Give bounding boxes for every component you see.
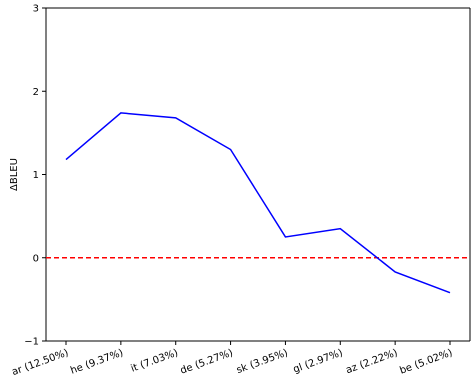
plot-area: −1 0 1 2 3 ar (12.50%) he (9.37%) it (7.03%) de … xyxy=(10,4,471,378)
x-tick-label: az (2.22%) xyxy=(345,347,400,376)
x-tick-label: be (5.02%) xyxy=(398,347,454,376)
x-tick-label: gl (2.97%) xyxy=(292,347,345,375)
y-axis-label: ΔBLEU xyxy=(9,158,20,191)
y-tick-label: 0 xyxy=(33,253,39,264)
x-tick-label: de (5.27%) xyxy=(179,347,235,376)
y-tick-label: 1 xyxy=(33,170,39,181)
x-tick-label: he (9.37%) xyxy=(69,347,125,376)
series-line xyxy=(65,112,451,294)
x-tick-label: ar (12.50%) xyxy=(10,347,70,378)
y-tick-label: −1 xyxy=(24,337,39,348)
y-tick-label: 3 xyxy=(33,4,39,15)
y-tick-label: 2 xyxy=(33,87,39,98)
x-tick-label: sk (3.95%) xyxy=(235,347,289,376)
x-tick-label: it (7.03%) xyxy=(130,347,180,374)
